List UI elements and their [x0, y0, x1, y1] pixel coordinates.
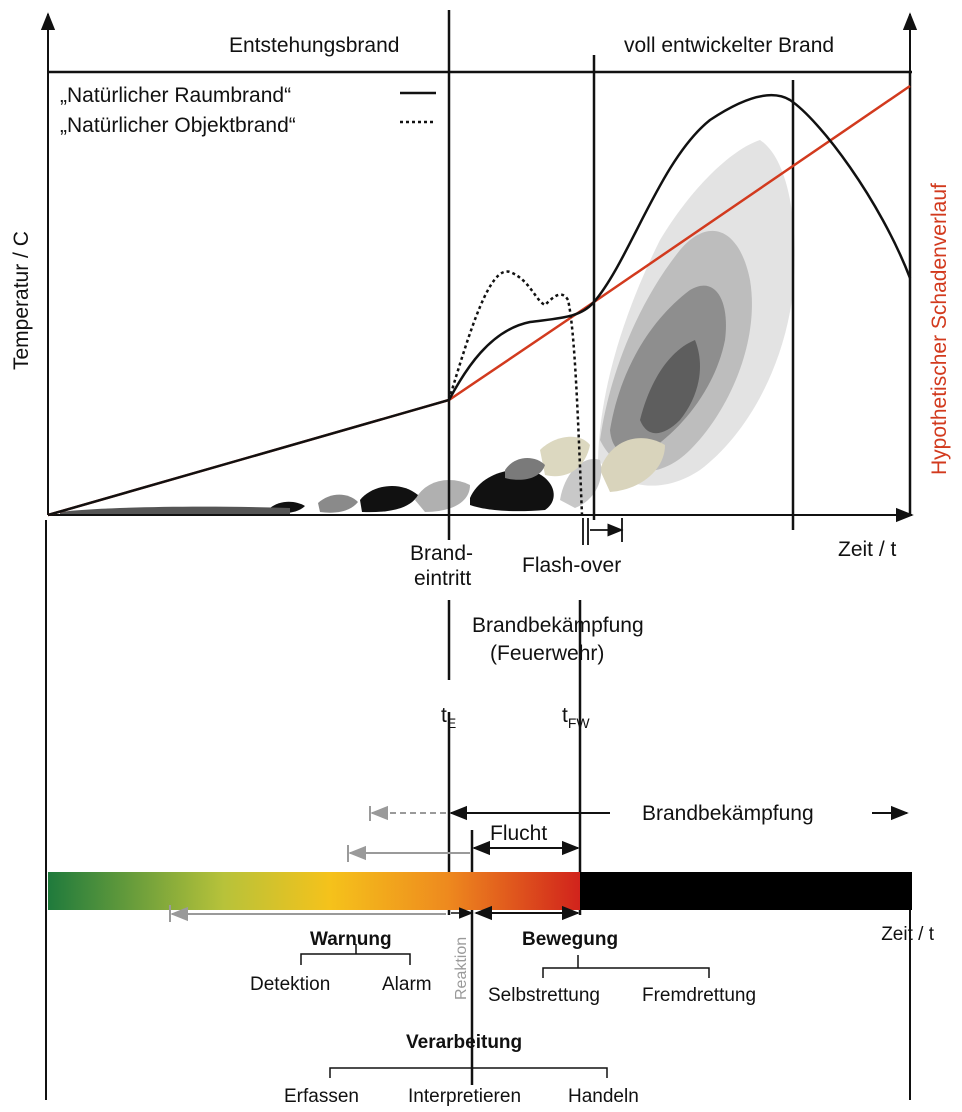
x-axis-label-lower: Zeit / t [881, 924, 935, 945]
warnung-label: Warnung [310, 929, 392, 950]
handeln-label: Handeln [568, 1086, 639, 1107]
flashover-label: Flash-over [522, 554, 621, 577]
brand-label-2: eintritt [414, 567, 471, 590]
reaktion-label: Reaktion [453, 937, 470, 1000]
phase-label-entstehung: Entstehungsbrand [229, 34, 399, 57]
x-axis-label: Zeit / t [838, 538, 897, 561]
fremdrettung-label: Fremdrettung [642, 985, 756, 1006]
bewegung-bracket [542, 955, 710, 978]
object-fire-curve [447, 270, 584, 516]
verarbeitung-label: Verarbeitung [406, 1032, 522, 1053]
alarm-label: Alarm [382, 974, 432, 995]
hypothetical-label: Hypothetischer Schadenverlauf [928, 183, 951, 475]
legend-raum: „Natürlicher Raumbrand“ [60, 84, 291, 107]
bewegung-label: Bewegung [522, 929, 618, 950]
selbstrettung-label: Selbstrettung [488, 985, 600, 1006]
erfassen-label: Erfassen [284, 1086, 359, 1107]
axes [40, 12, 918, 1100]
brandbekaempfung-label: Brandbekämpfung [642, 802, 814, 825]
tfw-label: tFW [562, 704, 590, 731]
flucht-label: Flucht [490, 822, 547, 845]
flashover-bracket [582, 518, 624, 545]
y-axis-label: Temperatur / C [10, 231, 33, 370]
room-fire-curve [47, 93, 912, 517]
brand-label-1: Brand- [410, 542, 473, 565]
warnung-bracket [300, 944, 411, 965]
phase-label-voll: voll entwickelter Brand [624, 34, 834, 57]
interpretieren-label: Interpretieren [408, 1086, 521, 1107]
te-label: tE [441, 704, 456, 731]
detektion-label: Detektion [250, 974, 330, 995]
firefighting-label-2: (Feuerwehr) [490, 642, 604, 665]
legend-objekt: „Natürlicher Objektbrand“ [60, 114, 296, 137]
verarbeitung-bracket [329, 1058, 608, 1078]
firefighting-label-1: Brandbekämpfung [472, 614, 644, 637]
hazard-black-bar [580, 872, 912, 910]
hazard-gradient-bar [48, 872, 580, 910]
fire-smoke-illustration [60, 140, 795, 514]
